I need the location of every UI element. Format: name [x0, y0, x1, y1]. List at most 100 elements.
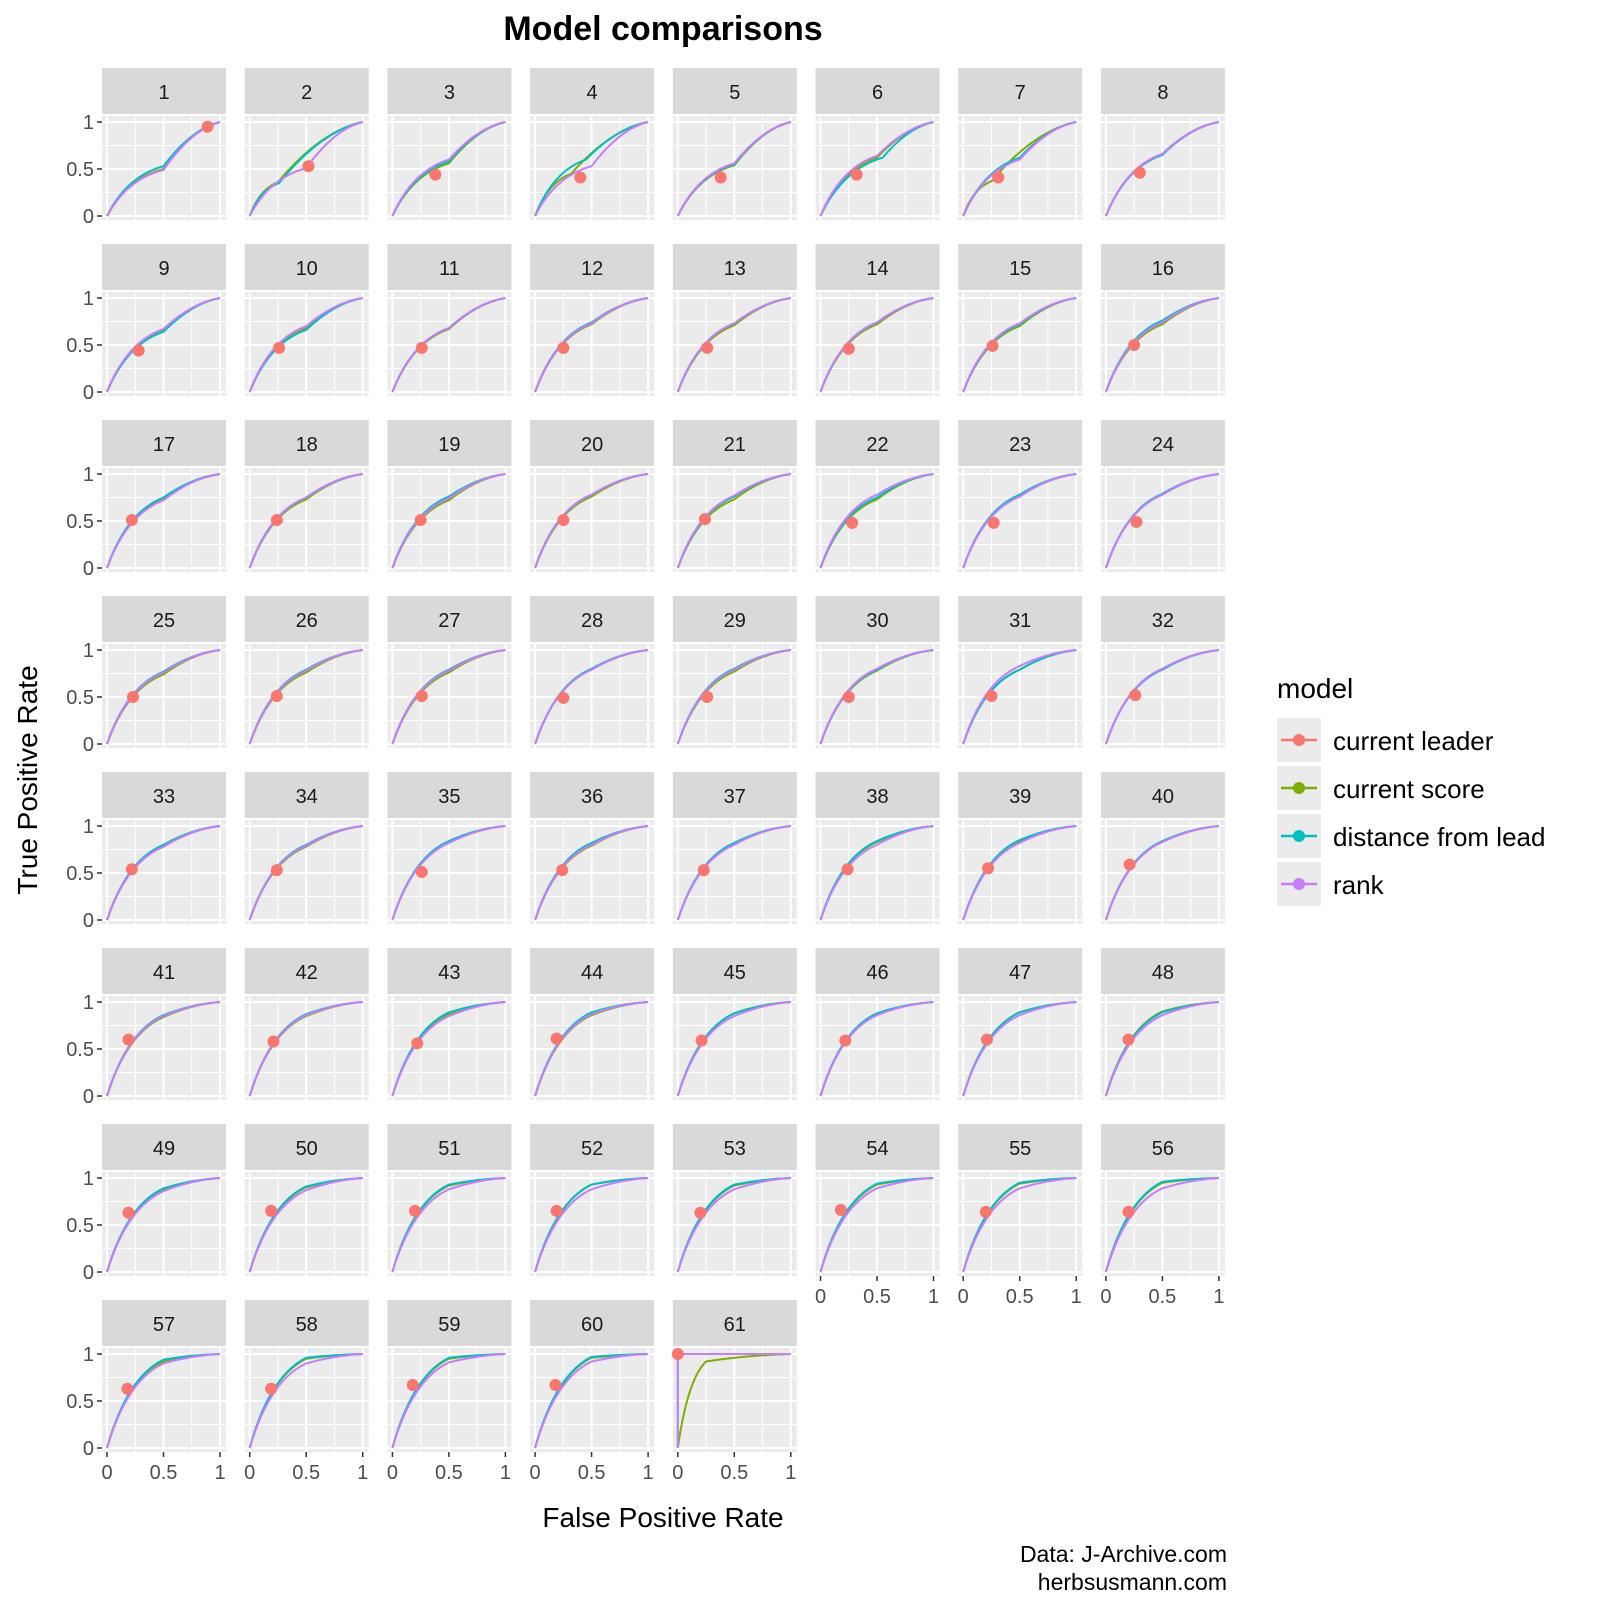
curve-rank [1104, 649, 1219, 745]
point-current-leader [273, 341, 286, 354]
facet-strip [387, 244, 512, 290]
facet-strip-label: 54 [866, 1138, 888, 1160]
legend-title: model [1277, 673, 1353, 704]
point-current-leader [409, 1204, 421, 1217]
facet-strip-label: 58 [296, 1314, 318, 1336]
facet-strip [958, 596, 1083, 642]
point-current-leader [1128, 339, 1141, 351]
facet-strip-label: 18 [296, 434, 318, 456]
facet-panel-13: 13 [672, 244, 797, 396]
facet-strip-label: 51 [438, 1138, 460, 1160]
point-current-leader [850, 168, 863, 181]
facet-strip-label: 15 [1009, 258, 1031, 280]
point-current-leader [1123, 858, 1136, 871]
curve-rank [391, 649, 506, 745]
curve-rank [248, 1001, 363, 1097]
curve-current-score [676, 1353, 791, 1449]
facet-panel-11: 11 [387, 244, 512, 396]
facet-panel-12: 12 [530, 244, 655, 396]
facet-strip-label: 35 [438, 786, 460, 808]
facet-panel-16: 16 [1100, 244, 1225, 396]
y-tick-label: 0.5 [66, 335, 94, 357]
facet-strip-label: 32 [1152, 610, 1174, 632]
point-current-leader [980, 1033, 993, 1046]
x-tick-label: 1 [785, 1462, 796, 1484]
curve-rank [534, 825, 649, 921]
facet-panel-46: 46 [815, 948, 940, 1100]
facet-panel-17: 17 0 0.5 1 [66, 420, 226, 580]
curve-rank [534, 1353, 649, 1449]
x-tick-label: 0.5 [435, 1462, 463, 1484]
x-tick-label: 0 [387, 1462, 398, 1484]
facet-strip-label: 6 [872, 82, 883, 104]
curve-rank [106, 473, 221, 569]
x-tick-label: 1 [643, 1462, 654, 1484]
curve-rank [534, 297, 649, 393]
x-tick-label: 1 [357, 1462, 368, 1484]
curve-rank [962, 297, 1077, 393]
x-tick-label: 0 [1100, 1286, 1111, 1308]
point-current-leader [121, 1382, 134, 1395]
curve-rank [676, 121, 792, 217]
legend-label: current score [1333, 774, 1485, 804]
point-current-leader [1130, 515, 1143, 528]
facet-panel-43: 43 [387, 948, 512, 1100]
facet-strip-label: 3 [444, 82, 455, 104]
point-current-leader [267, 1035, 280, 1048]
facet-strip [958, 420, 1083, 466]
curve-rank [534, 121, 649, 217]
facet-strip-label: 26 [296, 610, 318, 632]
point-current-leader [1122, 1033, 1135, 1046]
point-current-leader [1129, 689, 1142, 702]
point-current-leader [842, 691, 855, 703]
point-current-leader [265, 1204, 278, 1217]
facet-panel-30: 30 [815, 596, 940, 748]
curve-rank [534, 1177, 649, 1273]
facet-strip [1100, 596, 1225, 642]
y-tick-label: 1 [83, 992, 94, 1014]
facet-panel-54: 54 0 0.5 1 [815, 1124, 940, 1308]
y-tick-label: 0.5 [66, 687, 94, 709]
point-current-leader [122, 1033, 135, 1046]
point-current-leader [698, 513, 711, 526]
point-current-leader [411, 1037, 424, 1050]
facet-strip [815, 596, 940, 642]
facet-strip [530, 420, 655, 466]
curve-rank [248, 473, 363, 569]
legend-label: rank [1333, 870, 1385, 900]
point-current-leader [982, 862, 995, 875]
y-tick-label: 1 [83, 112, 94, 134]
facet-strip-label: 42 [296, 962, 318, 984]
point-current-leader [671, 1348, 684, 1360]
point-current-leader [122, 1206, 135, 1219]
point-current-leader [406, 1379, 419, 1392]
point-current-leader [415, 690, 428, 703]
facet-strip-label: 61 [724, 1314, 746, 1336]
facet-strip-label: 12 [581, 258, 603, 280]
facet-panel-49: 49 0 0.5 1 [66, 1124, 226, 1284]
facet-panel-22: 22 [815, 420, 940, 572]
facet-panel-6: 6 [815, 68, 940, 220]
facet-panel-26: 26 [244, 596, 369, 748]
x-tick-label: 0 [958, 1286, 969, 1308]
point-current-leader [126, 691, 139, 703]
point-current-leader [714, 171, 727, 184]
curve-distance-from-lead [534, 121, 649, 217]
facet-strip [530, 1124, 655, 1170]
facet-strip-label: 52 [581, 1138, 603, 1160]
facet-panel-58: 58 0 0.5 1 [244, 1300, 369, 1484]
facet-strip [244, 1300, 369, 1346]
facet-strip [387, 1124, 512, 1170]
curve-rank [248, 297, 363, 393]
facet-strip-label: 22 [866, 434, 888, 456]
point-current-leader [839, 1034, 852, 1047]
point-current-leader [557, 341, 570, 354]
facet-strip-label: 38 [866, 786, 888, 808]
point-current-leader [694, 1206, 707, 1219]
facet-strip-label: 1 [158, 82, 169, 104]
facet-strip [102, 772, 226, 818]
curve-rank [1104, 1177, 1219, 1273]
curve-rank [391, 473, 506, 569]
facet-strip-label: 55 [1009, 1138, 1031, 1160]
